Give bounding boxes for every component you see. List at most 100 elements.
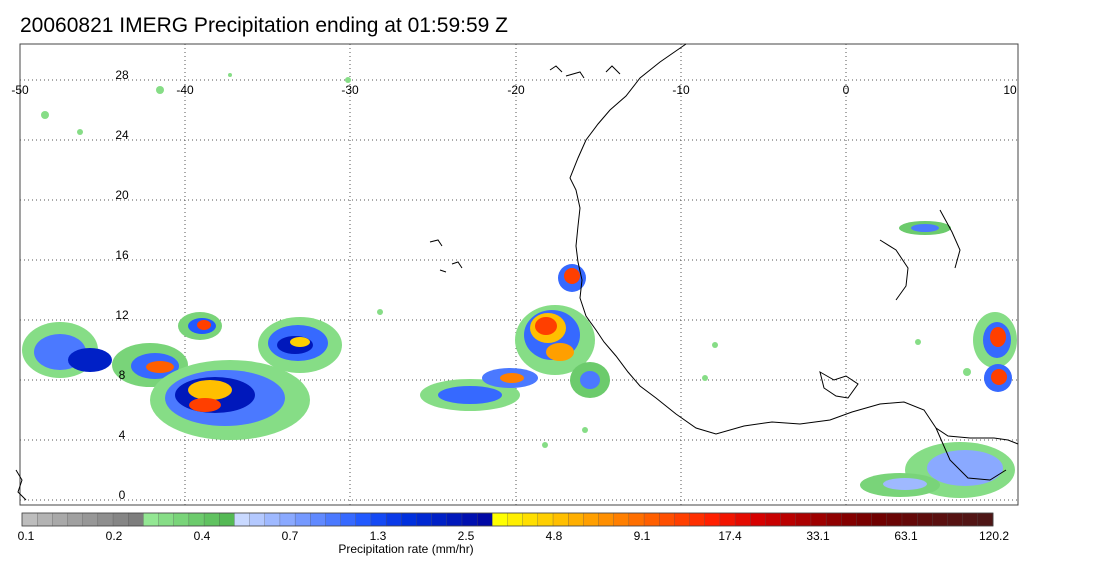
lat-label: 28 bbox=[115, 68, 129, 82]
lat-label: 8 bbox=[119, 368, 126, 382]
colorbar-swatch bbox=[825, 512, 842, 527]
colorbar-swatch bbox=[507, 512, 524, 527]
colorbar-swatch bbox=[901, 512, 918, 527]
colorbar-swatch bbox=[643, 512, 660, 527]
cape-verde-outline bbox=[429, 239, 463, 273]
colorbar-swatch bbox=[477, 512, 493, 527]
lat-label: 4 bbox=[119, 428, 126, 442]
lon-label: -30 bbox=[341, 83, 359, 97]
colorbar-swatch bbox=[431, 512, 448, 527]
colorbar-swatch bbox=[598, 512, 615, 527]
colorbar-swatch bbox=[810, 512, 827, 527]
colorbar-swatch bbox=[947, 512, 964, 527]
gulf-of-guinea-coast bbox=[935, 427, 1007, 481]
colorbar-swatch bbox=[234, 512, 251, 527]
colorbar-swatch bbox=[279, 512, 296, 527]
precipitation-field bbox=[22, 73, 1017, 498]
colorbar-swatch bbox=[385, 512, 402, 527]
colorbar-title: Precipitation rate (mm/hr) bbox=[338, 542, 473, 556]
colorbar-swatch bbox=[659, 512, 675, 527]
colorbar-swatch bbox=[340, 512, 357, 527]
colorbar-swatch bbox=[37, 512, 53, 527]
colorbar-swatch bbox=[143, 512, 160, 527]
lat-label: 20 bbox=[115, 188, 129, 202]
small-island-left bbox=[15, 469, 27, 501]
lat-label: 12 bbox=[115, 308, 129, 322]
colorbar-tick-label: 0.1 bbox=[18, 529, 35, 543]
colorbar-swatch bbox=[97, 512, 114, 527]
colorbar-swatch bbox=[416, 512, 433, 527]
colorbar-swatch bbox=[977, 512, 994, 527]
colorbar-swatch bbox=[704, 512, 721, 527]
colorbar-swatch bbox=[537, 512, 554, 527]
colorbar-swatch bbox=[719, 512, 736, 527]
colorbar-labels: 0.1 0.2 0.4 0.7 1.3 2.5 4.8 9.1 17.4 33.1 63.1 120.… bbox=[18, 529, 1010, 543]
colorbar-swatch bbox=[734, 512, 751, 527]
colorbar-swatch bbox=[249, 512, 266, 527]
colorbar-swatch bbox=[294, 512, 311, 527]
river-outline-east bbox=[939, 209, 961, 269]
colorbar-swatch bbox=[871, 512, 888, 527]
colorbar-swatch bbox=[67, 512, 84, 527]
lon-label: -40 bbox=[176, 83, 194, 97]
colorbar-swatch bbox=[841, 512, 857, 527]
colorbar-swatch bbox=[203, 512, 220, 527]
colorbar-swatch bbox=[750, 512, 766, 527]
colorbar-swatch bbox=[52, 512, 68, 527]
lat-label: 16 bbox=[115, 248, 129, 262]
colorbar-swatch bbox=[173, 512, 190, 527]
lon-axis-labels: -50 -40 -30 -20 -10 0 10 bbox=[11, 83, 1017, 97]
colorbar-frame bbox=[21, 512, 994, 527]
map-frame bbox=[19, 43, 1019, 506]
colorbar-swatch bbox=[128, 512, 144, 527]
colorbar-tick-label: 63.1 bbox=[894, 529, 918, 543]
colorbar-swatch bbox=[82, 512, 99, 527]
colorbar-swatch bbox=[916, 512, 933, 527]
lat-label: 24 bbox=[115, 128, 129, 142]
colorbar-swatch bbox=[689, 512, 706, 527]
colorbar-tick-label: 2.5 bbox=[458, 529, 475, 543]
africa-west-coastline bbox=[569, 43, 1019, 445]
colorbar-swatch bbox=[310, 512, 326, 527]
colorbar-swatch bbox=[613, 512, 630, 527]
lon-label: 10 bbox=[1003, 83, 1017, 97]
rain-cluster-east-edge bbox=[899, 221, 1017, 392]
river-outline-niger bbox=[879, 239, 909, 301]
colorbar-swatch bbox=[446, 512, 463, 527]
colorbar-swatch bbox=[780, 512, 797, 527]
colorbar-swatch bbox=[674, 512, 691, 527]
colorbar-swatch bbox=[264, 512, 281, 527]
colorbar-swatch bbox=[219, 512, 235, 527]
rain-cluster-west-africa-coast bbox=[515, 264, 610, 398]
colorbar-tick-label: 120.2 bbox=[979, 529, 1009, 543]
colorbar-swatch bbox=[568, 512, 584, 527]
colorbar-tick-label: 17.4 bbox=[718, 529, 742, 543]
lat-axis-labels: 28 24 20 16 12 8 4 0 bbox=[115, 68, 129, 502]
colorbar-swatch bbox=[962, 512, 979, 527]
colorbar-tick-label: 4.8 bbox=[546, 529, 563, 543]
colorbar-swatch bbox=[461, 512, 478, 527]
lon-label: -20 bbox=[507, 83, 525, 97]
rain-specks bbox=[41, 73, 971, 448]
colorbar-tick-label: 1.3 bbox=[370, 529, 387, 543]
colorbar-swatch bbox=[795, 512, 812, 527]
colorbar-swatch bbox=[932, 512, 948, 527]
colorbar-swatch bbox=[325, 512, 342, 527]
colorbar-swatch bbox=[401, 512, 417, 527]
colorbar-swatch bbox=[370, 512, 387, 527]
colorbar-swatch bbox=[765, 512, 782, 527]
colorbar-swatch bbox=[522, 512, 539, 527]
colorbar-swatch bbox=[856, 512, 873, 527]
coastlines bbox=[15, 43, 1019, 501]
lon-label: -50 bbox=[11, 83, 29, 97]
colorbar-swatch bbox=[112, 512, 129, 527]
rain-cluster-west-atlantic bbox=[22, 312, 342, 440]
map-title: 20060821 IMERG Precipitation ending at 0… bbox=[20, 14, 508, 37]
colorbar-swatch bbox=[188, 512, 205, 527]
colorbar-tick-label: 33.1 bbox=[806, 529, 830, 543]
colorbar-tick-label: 0.7 bbox=[282, 529, 299, 543]
colorbar-swatch bbox=[21, 512, 38, 527]
lat-label: 0 bbox=[119, 488, 126, 502]
